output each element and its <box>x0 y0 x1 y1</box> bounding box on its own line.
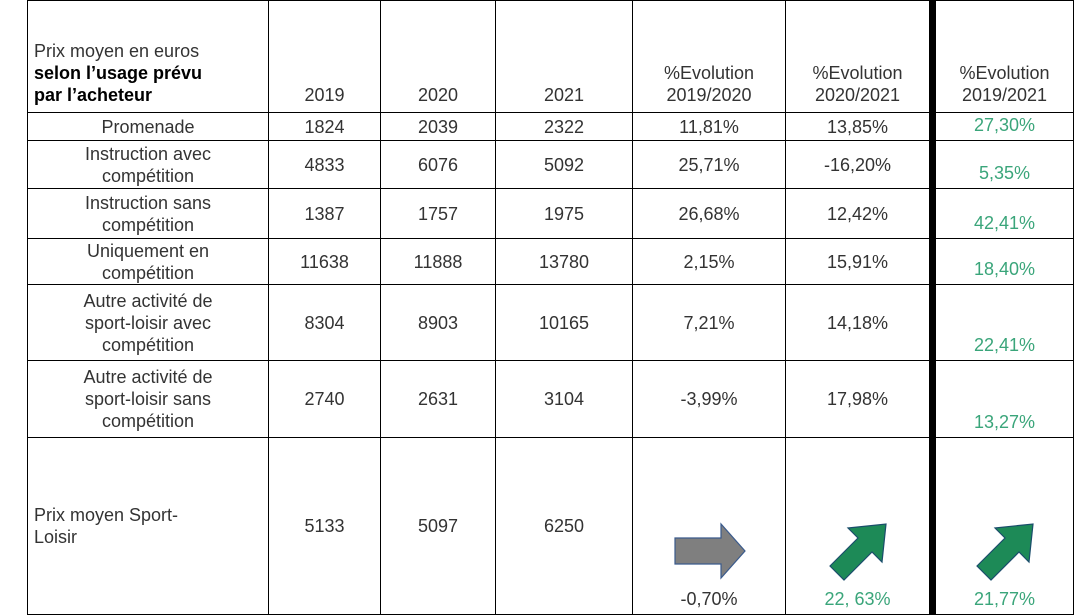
row-label: Autre activité de sport-loisir avec comp… <box>27 284 269 361</box>
cell: 6076 <box>380 140 496 189</box>
cell: 13,27% <box>932 360 1074 438</box>
cell: 2,15% <box>632 238 786 285</box>
cell: 22, 63% <box>785 437 936 615</box>
data-row: Prix moyen Sport-Loisir 5133 5097 6250 -0,70… <box>27 437 1074 615</box>
cell: 7,21% <box>632 284 786 361</box>
cell: 21,77% <box>932 437 1074 615</box>
cell: 13,85% <box>785 112 936 141</box>
trend-arrow <box>674 522 746 580</box>
column-header: %Evolution 2019/2020 <box>632 0 786 113</box>
cell: 1975 <box>495 188 633 239</box>
header-row: Prix moyen en euros selon l’usage prévu p… <box>27 0 1074 113</box>
cell: -16,20% <box>785 140 936 189</box>
cell: 2740 <box>268 360 381 438</box>
cell: 18,40% <box>932 238 1074 285</box>
cell: 10165 <box>495 284 633 361</box>
cell: 1387 <box>268 188 381 239</box>
cell: 27,30% <box>932 112 1074 141</box>
cell: 5097 <box>380 437 496 615</box>
data-row: Promenade 1824 2039 2322 11,81% 13,85% 27,30% <box>27 112 1074 141</box>
cell: 17,98% <box>785 360 936 438</box>
column-header: 2019 <box>268 0 381 113</box>
cell: 2631 <box>380 360 496 438</box>
price-table: Prix moyen en euros selon l’usage prévu p… <box>27 0 1074 615</box>
column-header: 2020 <box>380 0 496 113</box>
trend-arrow <box>975 523 1034 581</box>
column-header: 2021 <box>495 0 633 113</box>
cell: -0,70% <box>632 437 786 615</box>
cell: 1757 <box>380 188 496 239</box>
cell: 8903 <box>380 284 496 361</box>
cell-value: -0,70% <box>680 589 738 609</box>
header-bold: selon l’usage prévu par l’acheteur <box>34 63 203 105</box>
cell: 13780 <box>495 238 633 285</box>
cell: 11638 <box>268 238 381 285</box>
header-label: Prix moyen en euros selon l’usage prévu p… <box>27 0 269 113</box>
cell: 5,35% <box>932 140 1074 189</box>
data-row: Instruction avec compétition 4833 6076 5092… <box>27 140 1074 189</box>
row-label: Promenade <box>27 112 269 141</box>
cell: 14,18% <box>785 284 936 361</box>
cell: 8304 <box>268 284 381 361</box>
row-label: Instruction sans compétition <box>27 188 269 239</box>
row-label: Autre activité de sport-loisir sans comp… <box>27 360 269 438</box>
cell: 12,42% <box>785 188 936 239</box>
cell: 3104 <box>495 360 633 438</box>
row-label: Instruction avec compétition <box>27 140 269 189</box>
cell: 4833 <box>268 140 381 189</box>
cell: 2039 <box>380 112 496 141</box>
cell: 5092 <box>495 140 633 189</box>
cell: 11888 <box>380 238 496 285</box>
data-row: Uniquement en compétition 11638 11888 13780… <box>27 238 1074 285</box>
cell: 25,71% <box>632 140 786 189</box>
cell: 11,81% <box>632 112 786 141</box>
row-label: Uniquement en compétition <box>27 238 269 285</box>
row-label: Prix moyen Sport-Loisir <box>27 437 269 615</box>
cell-value: 21,77% <box>973 589 1036 609</box>
column-header: %Evolution 2019/2021 <box>932 0 1074 113</box>
cell: -3,99% <box>632 360 786 438</box>
table-body: Prix moyen en euros selon l’usage prévu p… <box>27 0 1074 615</box>
cell: 15,91% <box>785 238 936 285</box>
column-header: %Evolution 2020/2021 <box>785 0 936 113</box>
header-line: Prix moyen en euros <box>34 41 200 61</box>
cell-value: 22, 63% <box>824 589 891 609</box>
trend-arrow <box>828 523 887 581</box>
data-row: Autre activité de sport-loisir sans comp… <box>27 360 1074 438</box>
cell: 2322 <box>495 112 633 141</box>
cell: 22,41% <box>932 284 1074 361</box>
cell: 5133 <box>268 437 381 615</box>
cell: 42,41% <box>932 188 1074 239</box>
cell: 6250 <box>495 437 633 615</box>
data-row: Autre activité de sport-loisir avec comp… <box>27 284 1074 361</box>
cell: 26,68% <box>632 188 786 239</box>
cell: 1824 <box>268 112 381 141</box>
data-row: Instruction sans compétition 1387 1757 1975… <box>27 188 1074 239</box>
